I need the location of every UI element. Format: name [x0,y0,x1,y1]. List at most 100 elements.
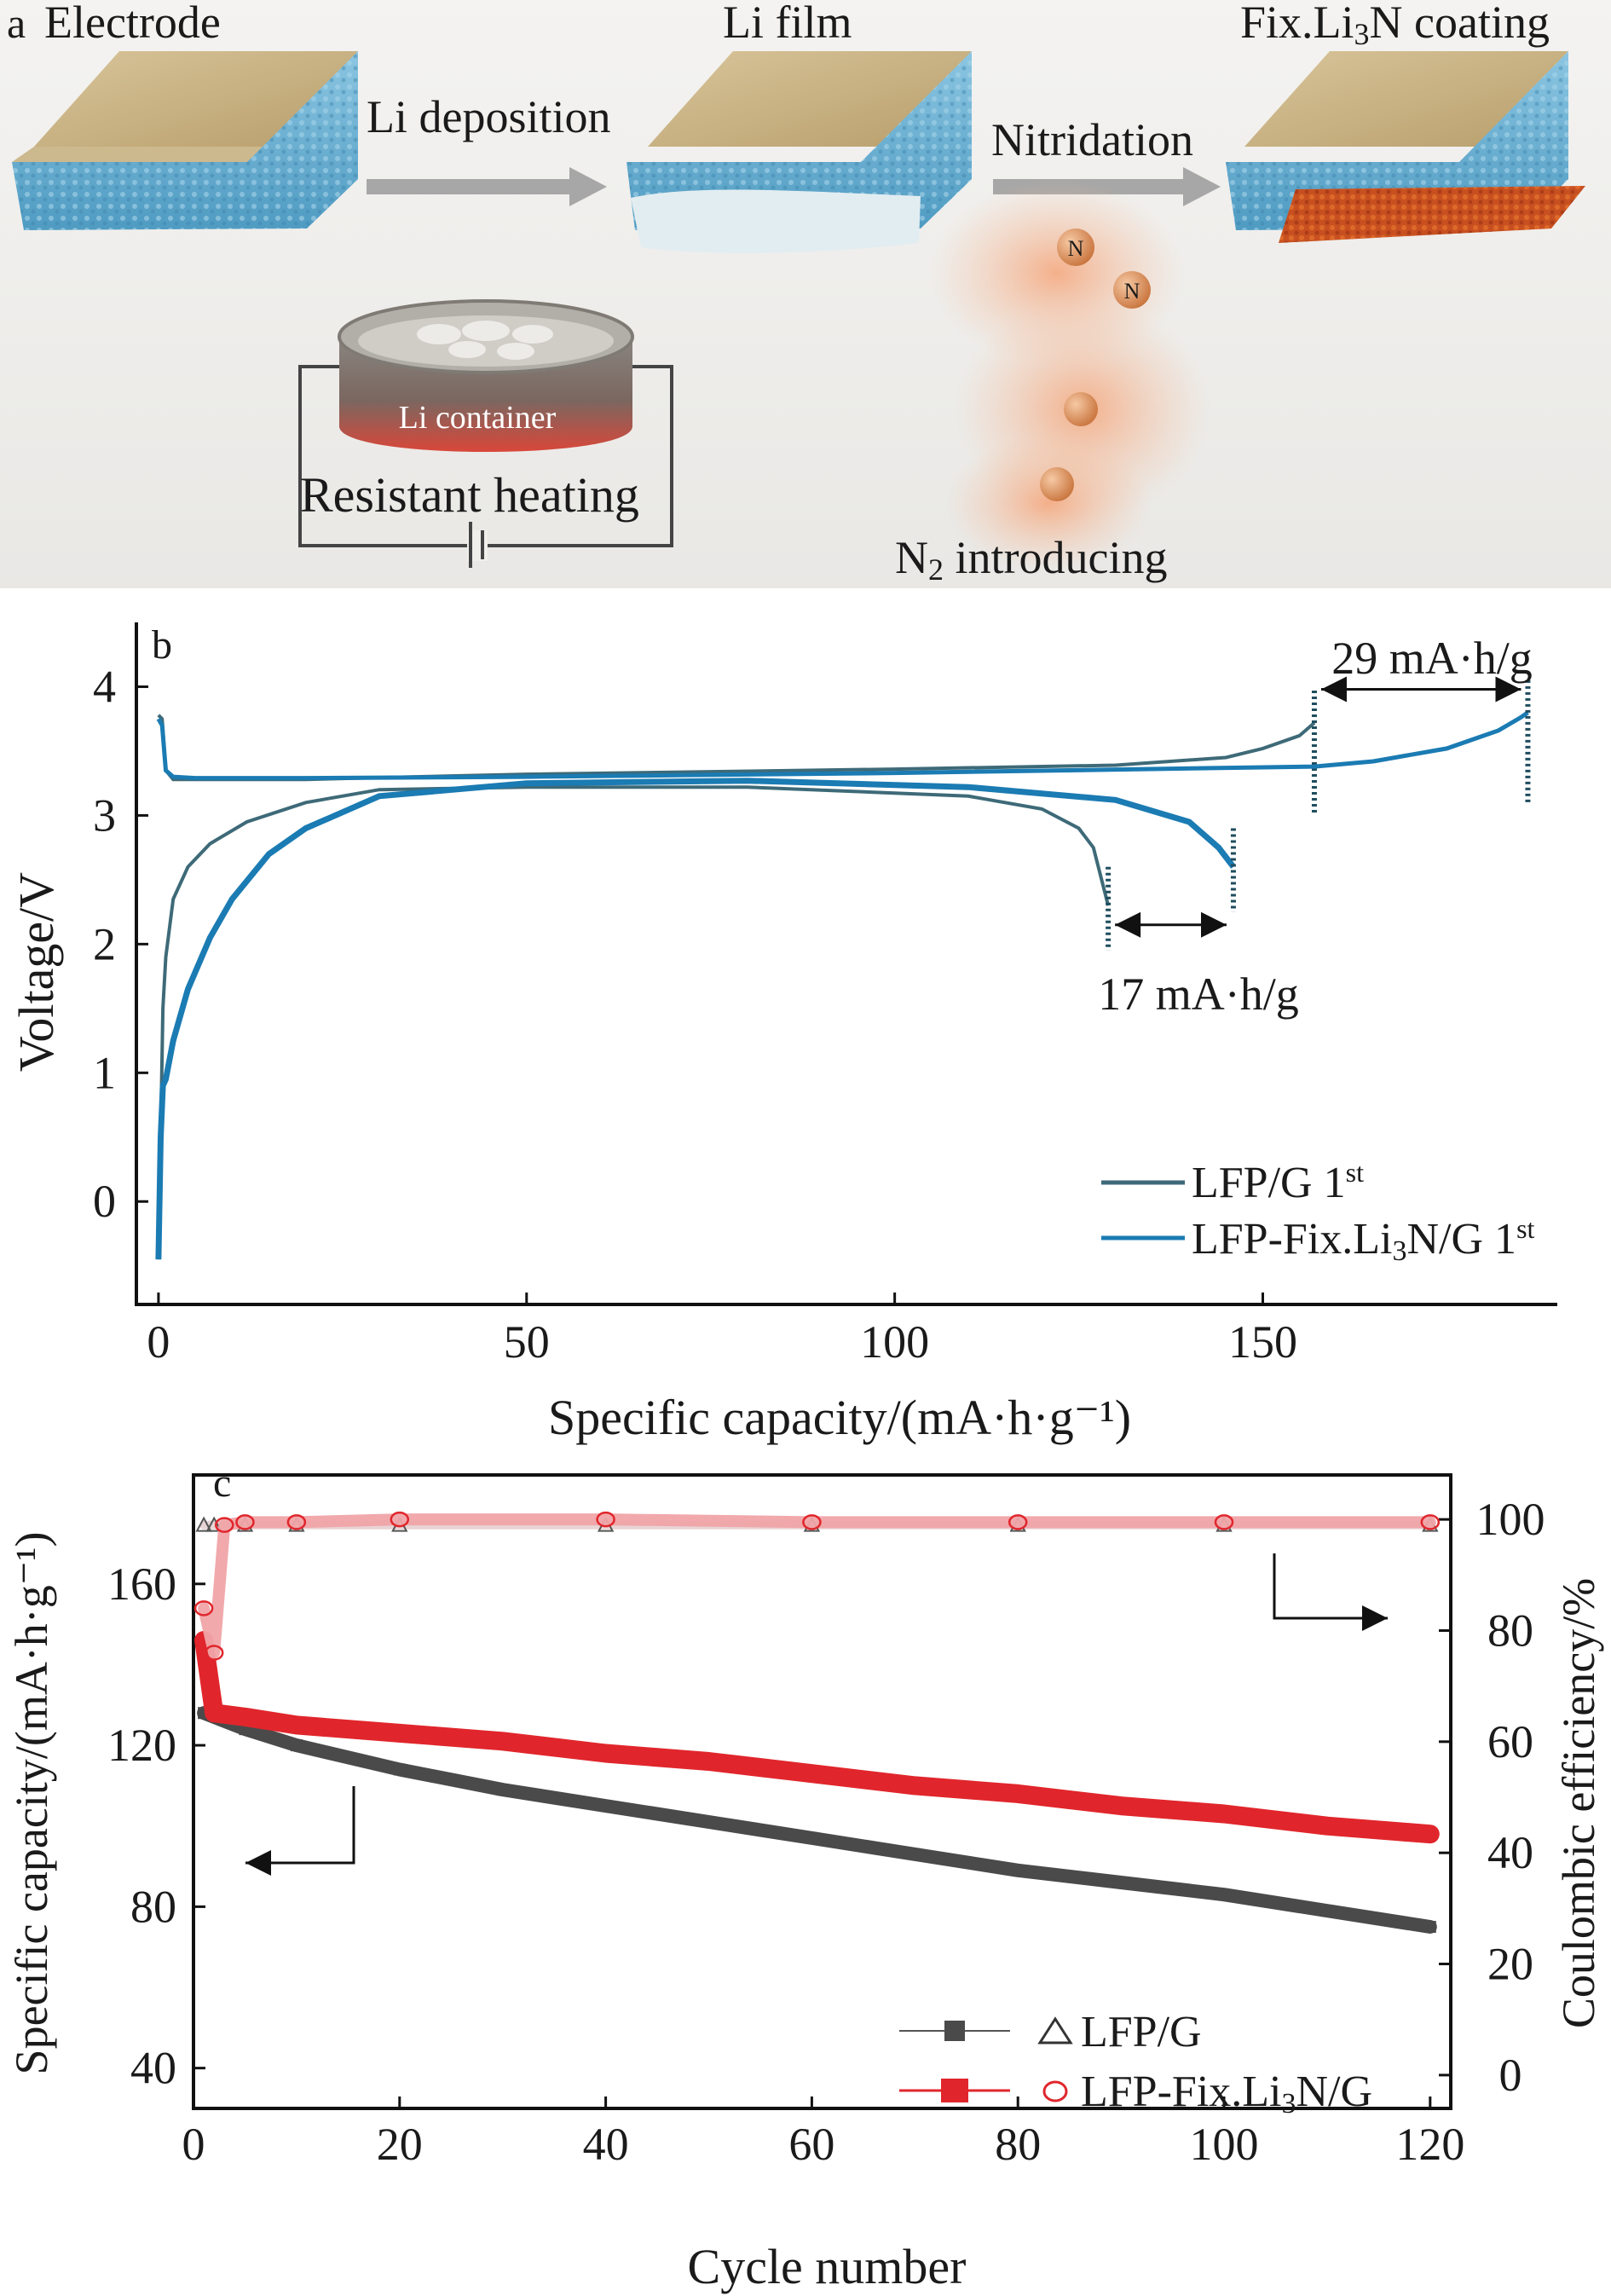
series-lfp-fix-efficiency-band [198,1513,1436,1659]
panel-b-y-axis-title: Voltage/V [9,872,64,1072]
series-lfp-fix-capacity-point [208,1707,221,1720]
y2-tick-label: 80 [1487,1605,1533,1656]
panel-c-x-axis-title: Cycle number [688,2239,967,2294]
legend-label-lfp-fix: LFP-Fix.Li3N/G [1081,2068,1372,2120]
series-lfp-g-discharge-curve [156,785,1111,1260]
series-lfp-fix-efficiency-point [1420,1514,1441,1530]
panel-c-frame [192,1473,1452,2110]
x-tick-label: 40 [583,2119,629,2170]
li-deposition-label: Li deposition [367,91,610,142]
panel-a-letter: a [7,0,26,47]
panel-c-legend: LFP/G LFP-Fix.Li3N/G [899,2008,1372,2120]
efficiency-axis-pointer [1273,1553,1388,1631]
series-lfp-g-capacity-point [1012,1864,1025,1877]
series-lfp-g-capacity-point [393,1763,406,1776]
panel-b-y-ticks: 0 1 2 3 4 [93,661,148,1227]
series-lfp-g-capacity-point [806,1831,818,1844]
n-atom [1040,467,1074,501]
y-tick-label: 1 [93,1047,116,1098]
panel-b-series [155,680,1531,1260]
legend-swatch-lfp-fix-square [941,2079,968,2102]
panel-b-x-ticks: 0 50 100 150 [147,1293,1297,1368]
series-lfp-g-capacity-point [1320,1905,1333,1917]
series-lfp-fix-efficiency-point [596,1511,615,1528]
series-lfp-fix-capacity-point [1423,1828,1436,1841]
y2-tick-label: 100 [1476,1494,1545,1545]
series-lfp-fix-charge-curve [156,710,1529,781]
annotation-17-label: 17 mA·h/g [1098,969,1299,1020]
deposition-arrow [367,167,607,206]
series-lfp-fix-capacity-point [496,1735,509,1748]
nitridation-label: Nitridation [991,114,1193,165]
series-lfp-fix-capacity-point [806,1767,818,1780]
capacity-axis-pointer [245,1786,355,1876]
annotation-29-label: 29 mA·h/g [1331,633,1533,684]
y-tick-label: 2 [93,918,116,969]
panel-b-x-axis-title: Specific capacity/(mA·h·g⁻¹) [548,1390,1131,1445]
series-lfp-g-capacity-point [496,1784,509,1796]
electrode-block [12,51,358,230]
series-lfp-g-capacity-point [1423,1921,1436,1934]
panel-a-schematic: N N a Electrode Li film Fix.Li3N coating… [0,0,1611,588]
legend-label-lfp-fix: LFP-Fix.Li3N/G 1st [1192,1213,1535,1267]
panel-b-letter: b [152,622,172,668]
series-lfp-fix-efficiency-point [215,1517,234,1533]
y2-tick-label: 20 [1487,1939,1533,1990]
x-tick-label: 60 [788,2119,834,2170]
coating-label: Fix.Li3N coating [1240,0,1550,51]
series-lfp-fix-efficiency-point [286,1514,307,1530]
series-lfp-fix-discharge-curve [155,778,1236,1260]
series-lfp-g-capacity-point [702,1815,715,1828]
panel-c-y-ticks: 40 80 120 160 [107,1559,205,2094]
panel-b-voltage-chart: b 0 1 2 3 4 0 50 100 150 29 mA·h/g 17 mA·h/g Spe… [9,622,1557,1445]
panel-b-legend: LFP/G 1st LFP-Fix.Li3N/G 1st [1101,1157,1535,1267]
n-atom [1057,228,1094,266]
series-lfp-g-efficiency-point [195,1516,212,1532]
li-film-block [626,51,972,253]
series-lfp-fix-capacity-point [599,1747,612,1760]
n-atom-label: N [1124,279,1140,304]
series-lfp-fix-capacity-point [393,1726,406,1739]
n-atom [1113,271,1151,309]
x-tick-label: 50 [504,1316,550,1368]
y-tick-label: 4 [93,661,116,712]
panel-c-y2-ticks: 0 20 40 60 80 100 [1439,1494,1545,2101]
x-tick-label: 80 [995,2119,1041,2170]
panel-c-cycling-chart: c 40 80 120 160 0 20 40 60 80 100 0 20 40 60 80 100 12… [6,1460,1604,2294]
series-lfp-g-capacity-point [1115,1876,1128,1888]
n2-gas-cloud: N N [929,179,1210,571]
series-lfp-fix-capacity-band [194,1631,1440,1844]
panel-c-axis-pointer-arrows [245,1553,1388,1876]
li-container-label: Li container [399,400,557,436]
x-tick-label: 120 [1395,2119,1464,2170]
series-lfp-g-capacity-point [1218,1888,1231,1901]
y-tick-label: 160 [107,1559,176,1610]
panel-b-annotations: 29 mA·h/g 17 mA·h/g [1098,633,1533,1020]
series-lfp-fix-capacity-point [239,1710,251,1723]
series-lfp-g-capacity-point [909,1848,921,1860]
legend-swatch-lfp-g-triangle [1037,2016,1073,2044]
series-lfp-fix-capacity-point [1320,1819,1333,1832]
li3n-coated-block [1226,51,1585,243]
electrode-label: Electrode [44,0,221,48]
series-lfp-fix-capacity-point [290,1719,303,1732]
resistant-heating-label: Resistant heating [300,467,639,523]
panel-b-axes [135,622,1557,1306]
series-lfp-g-capacity-point [599,1800,612,1813]
series-lfp-fix-efficiency-point [235,1514,255,1530]
y2-tick-label: 0 [1499,2050,1522,2101]
legend-swatch-lfp-fix-circle [1042,2080,1068,2102]
n-atom [1064,392,1098,426]
x-tick-label: 0 [147,1316,170,1368]
series-lfp-g-efficiency-point [205,1516,222,1532]
n2-introducing-label: N2 introducing [895,532,1167,587]
series-lfp-fix-efficiency-point [390,1511,410,1528]
y2-tick-label: 60 [1487,1716,1533,1767]
panel-c-y2-axis-title: Coulombic efficiency/% [1553,1578,1604,2028]
series-lfp-fix-capacity-point [1218,1807,1231,1820]
n-atom-label: N [1068,236,1084,261]
panel-c-series [193,1511,1441,1934]
x-tick-label: 0 [182,2119,205,2170]
x-tick-label: 150 [1228,1316,1297,1368]
series-lfp-fix-capacity-point [1012,1787,1025,1800]
